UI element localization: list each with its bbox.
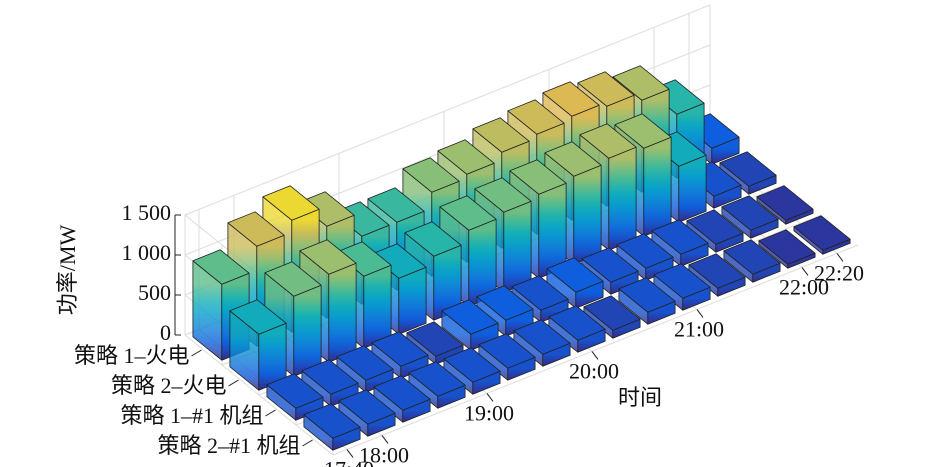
bar	[303, 403, 361, 451]
z-tick-label: 1 500	[122, 200, 172, 225]
grid-line	[332, 244, 859, 456]
bar	[653, 263, 711, 311]
bar	[546, 257, 604, 309]
row-label: 策略 1–#1 机组	[120, 403, 263, 428]
bar	[723, 239, 781, 283]
bar	[408, 361, 466, 409]
bar	[756, 185, 814, 225]
bar	[443, 347, 501, 395]
x-tick	[836, 253, 844, 262]
bar	[616, 233, 674, 281]
grid-line	[184, 4, 711, 216]
row-label: 策略 2–#1 机组	[157, 433, 300, 458]
bar	[686, 209, 744, 253]
x-tick-label: 17:40	[324, 456, 374, 467]
row-tick	[265, 409, 276, 417]
bar	[478, 333, 536, 381]
x-tick-label: 21:00	[674, 316, 724, 341]
row-label: 策略 1–火电	[74, 343, 190, 368]
row-label: 策略 2–火电	[111, 373, 227, 398]
x-tick	[801, 267, 809, 276]
bar	[618, 277, 676, 325]
row-tick	[191, 349, 202, 357]
z-tick-label: 500	[138, 280, 171, 305]
x-tick-label: 20:00	[569, 358, 619, 383]
x-tick-label: 22:00	[779, 274, 829, 299]
x-tick	[346, 449, 354, 458]
z-tick-label: 1 000	[122, 240, 172, 265]
bar	[513, 319, 571, 367]
x-tick	[381, 435, 389, 444]
bars	[192, 65, 851, 451]
row-tick	[228, 379, 239, 387]
bar	[229, 299, 287, 391]
x-tick	[486, 393, 494, 402]
x-tick	[591, 351, 599, 360]
bar	[688, 253, 746, 297]
z-tick-label: 0	[160, 320, 171, 345]
x-axis-title: 时间	[618, 385, 662, 410]
bar	[476, 285, 534, 337]
bar	[583, 295, 641, 339]
x-tick	[696, 309, 704, 318]
bar	[651, 219, 709, 267]
row-tick	[302, 439, 313, 447]
bar	[721, 195, 779, 239]
bar	[441, 299, 499, 351]
x-tick-label: 18:00	[359, 442, 409, 467]
x-tick-label: 22:20	[814, 260, 864, 285]
bar	[266, 373, 324, 421]
bar	[758, 229, 816, 269]
bar	[301, 359, 359, 407]
bar	[719, 151, 777, 195]
bar	[338, 389, 396, 437]
z-axis-title: 功率/MW	[55, 225, 80, 316]
bar	[793, 215, 851, 255]
x-tick-label: 19:00	[464, 400, 514, 425]
